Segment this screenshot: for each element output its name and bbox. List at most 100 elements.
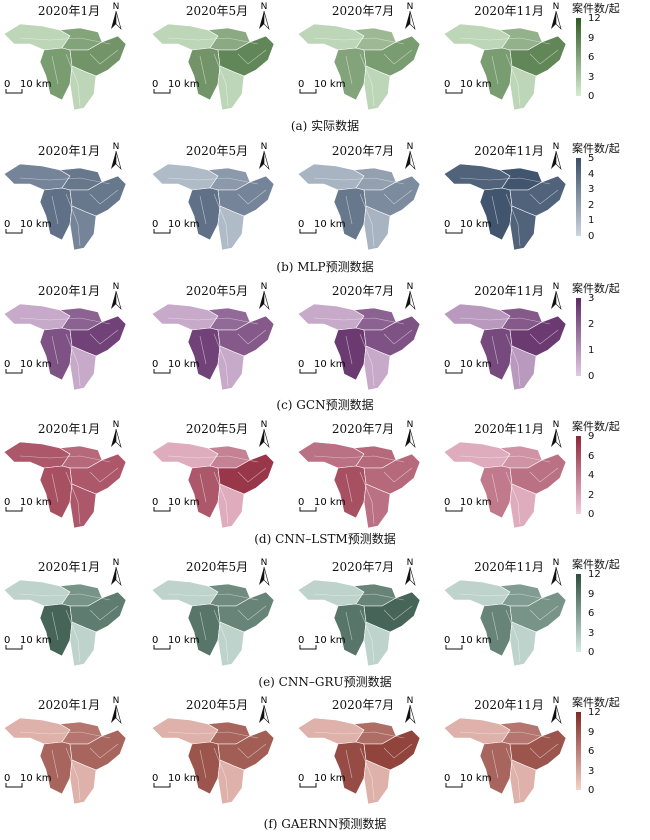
svg-text:N: N — [553, 142, 560, 152]
map-region — [363, 345, 391, 391]
map-region — [217, 483, 245, 529]
month-label: 2020年7月 — [331, 284, 395, 298]
svg-text:0: 0 — [444, 79, 450, 90]
legend-color-bar — [576, 298, 581, 376]
map-panel: 2020年11月 N 0 10 km — [440, 418, 580, 548]
month-label: 2020年11月 — [474, 698, 544, 712]
map-region — [509, 205, 537, 251]
svg-text:0: 0 — [152, 359, 158, 370]
legend-tick-label: 4 — [588, 168, 595, 180]
map-panel: 2020年1月 N 0 10 km — [0, 140, 140, 270]
scale-bar: 0 10 km — [152, 79, 199, 94]
month-label: 2020年5月 — [185, 422, 249, 436]
svg-text:N: N — [407, 2, 414, 12]
map-region — [297, 23, 365, 51]
svg-text:0: 0 — [152, 635, 158, 646]
svg-text:N: N — [553, 2, 560, 12]
north-arrow-icon: N — [111, 558, 122, 587]
north-arrow-icon: N — [259, 282, 270, 311]
scale-bar: 0 10 km — [298, 79, 345, 94]
month-label: 2020年1月 — [37, 560, 101, 574]
svg-text:0: 0 — [444, 359, 450, 370]
map-panel: 2020年7月 N 0 10 km — [294, 140, 434, 270]
month-label: 2020年5月 — [185, 4, 249, 18]
panel-caption: (c) GCN预测数据 — [276, 398, 374, 412]
map-row: 2020年1月 N 0 10 km 2020年5月 N 0 10 km 2020年7月 N 0 10 … — [0, 556, 650, 696]
legend-tick-label: 12 — [588, 707, 601, 718]
svg-text:N: N — [113, 420, 120, 430]
map-panel: 2020年1月 N 0 10 km — [0, 556, 140, 686]
svg-text:0: 0 — [4, 635, 10, 646]
legend-tick-label: 0 — [588, 647, 595, 658]
svg-text:10 km: 10 km — [314, 497, 345, 508]
legend-tick-label: 0 — [588, 509, 595, 520]
map-region — [297, 303, 365, 331]
svg-text:0: 0 — [152, 773, 158, 784]
scale-bar: 0 10 km — [298, 773, 345, 788]
svg-text:N: N — [553, 558, 560, 568]
month-label: 2020年11月 — [474, 284, 544, 298]
choropleth-map — [297, 303, 421, 391]
legend-tick-label: 6 — [588, 608, 595, 619]
scale-bar: 0 10 km — [152, 497, 199, 512]
color-legend: 案件数/起 3 2 1 0 — [570, 280, 648, 390]
north-arrow-icon: N — [111, 282, 122, 311]
map-region — [297, 579, 365, 607]
color-legend: 案件数/起 5 4 3 2 1 0 — [570, 140, 648, 250]
legend-title: 案件数/起 — [572, 696, 620, 709]
legend-tick-label: 2 — [588, 199, 595, 211]
choropleth-map — [443, 441, 567, 529]
scale-bar: 0 10 km — [152, 219, 199, 234]
map-region — [297, 717, 365, 745]
choropleth-map — [297, 23, 421, 111]
month-label: 2020年5月 — [185, 560, 249, 574]
map-panel: 2020年7月 N 0 10 km — [294, 280, 434, 410]
svg-text:10 km: 10 km — [314, 79, 345, 90]
scale-bar: 0 10 km — [4, 79, 51, 94]
north-arrow-icon: N — [259, 420, 270, 449]
map-region — [297, 163, 365, 191]
north-arrow-icon: N — [405, 696, 416, 725]
scale-bar: 0 10 km — [444, 219, 491, 234]
svg-text:10 km: 10 km — [460, 635, 491, 646]
svg-text:N: N — [261, 420, 268, 430]
map-region — [509, 65, 537, 111]
svg-text:N: N — [261, 2, 268, 12]
map-row: 2020年1月 N 0 10 km 2020年5月 N 0 10 km 2020年7月 N 0 10 … — [0, 280, 650, 420]
map-region — [3, 303, 71, 331]
north-arrow-icon: N — [551, 282, 562, 311]
legend-tick-label: 3 — [588, 627, 595, 639]
month-label: 2020年7月 — [331, 144, 395, 158]
choropleth-map — [151, 441, 275, 529]
legend-tick-label: 6 — [588, 450, 595, 462]
svg-text:10 km: 10 km — [168, 359, 199, 370]
svg-text:10 km: 10 km — [460, 79, 491, 90]
svg-text:10 km: 10 km — [460, 359, 491, 370]
svg-text:N: N — [261, 142, 268, 152]
map-region — [363, 65, 391, 111]
scale-bar: 0 10 km — [298, 219, 345, 234]
map-panel: 2020年11月 N 0 10 km — [440, 556, 580, 686]
svg-text:10 km: 10 km — [20, 79, 51, 90]
legend-tick-label: 9 — [588, 726, 595, 738]
svg-text:10 km: 10 km — [168, 497, 199, 508]
legend-title: 案件数/起 — [572, 142, 620, 155]
map-panel: 2020年5月 N 0 10 km — [148, 280, 288, 410]
svg-text:10 km: 10 km — [460, 219, 491, 230]
svg-text:0: 0 — [4, 219, 10, 230]
map-panel: 2020年5月 N 0 10 km — [148, 556, 288, 686]
north-arrow-icon: N — [259, 696, 270, 725]
legend-title: 案件数/起 — [572, 558, 620, 571]
month-label: 2020年1月 — [37, 4, 101, 18]
map-region — [443, 23, 511, 51]
month-label: 2020年5月 — [185, 144, 249, 158]
svg-text:10 km: 10 km — [314, 219, 345, 230]
svg-text:0: 0 — [4, 79, 10, 90]
svg-text:10 km: 10 km — [460, 773, 491, 784]
map-region — [509, 345, 537, 391]
svg-text:0: 0 — [298, 635, 304, 646]
legend-tick-label: 2 — [588, 489, 595, 501]
panel-caption: (e) CNN–GRU预测数据 — [258, 675, 392, 689]
month-label: 2020年5月 — [185, 698, 249, 712]
choropleth-map — [3, 23, 127, 111]
